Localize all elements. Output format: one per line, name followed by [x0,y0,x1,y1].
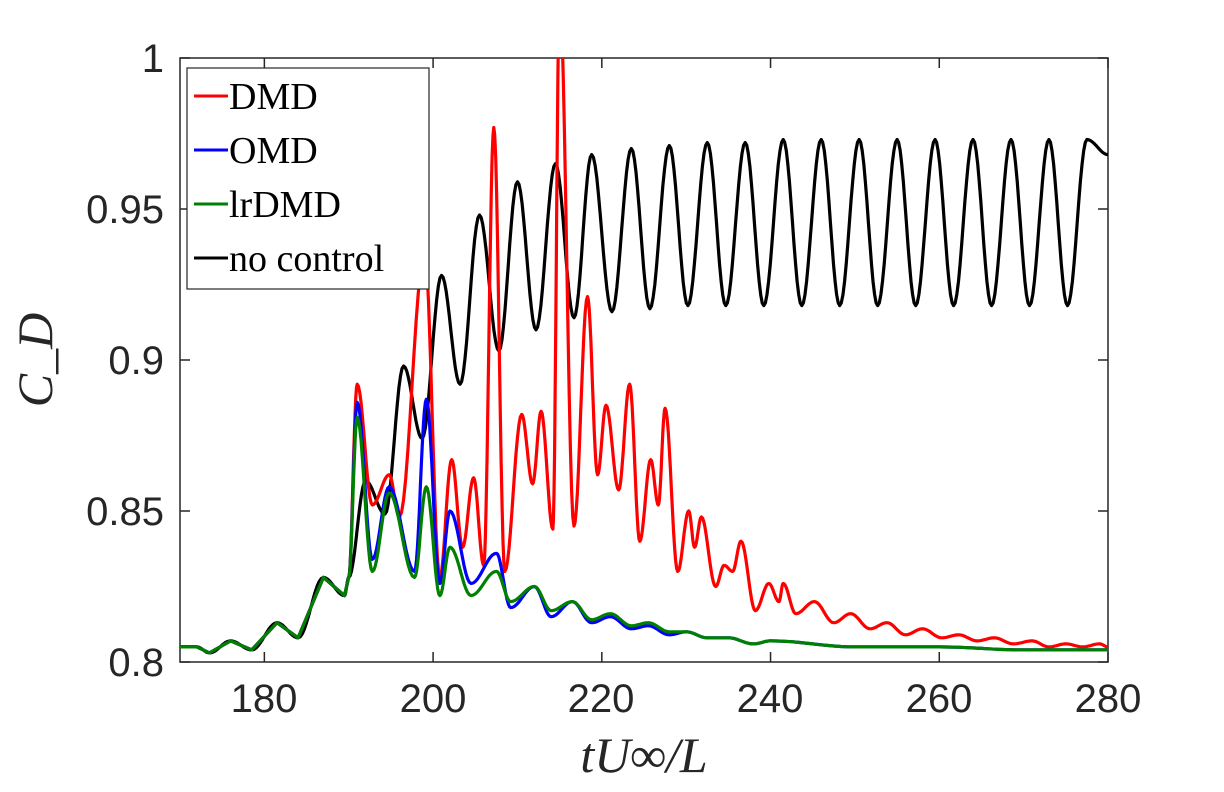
legend: DMD OMD lrDMD no control [186,67,430,290]
series-layer [180,58,1108,655]
x-tick-label: 260 [906,677,973,721]
legend-box [186,67,430,290]
y-tick-labels: 0.8 0.85 0.9 0.95 1 [86,37,164,685]
legend-label: OMD [229,130,318,172]
series-line-dmd [180,58,1108,655]
y-tick-label: 0.95 [86,188,164,232]
legend-label: no control [229,238,384,280]
x-tick-label: 180 [231,677,298,721]
y-tick-label: 1 [142,37,164,81]
x-tick-label: 280 [1075,677,1142,721]
series-line-lrdmd [180,415,1108,655]
axis-ticks [180,57,1109,663]
y-tick-label: 0.9 [108,339,164,383]
y-tick-label: 0.8 [108,641,164,685]
x-tick-labels: 180 200 220 240 260 280 [231,677,1142,721]
legend-label: DMD [229,76,318,118]
legend-item-omd: OMD [194,130,318,172]
x-tick-label: 200 [400,677,467,721]
y-axis-label: C_D [7,313,63,407]
x-axis-label: tU∞/L [580,727,707,783]
y-tick-label: 0.85 [86,490,164,534]
legend-item-no-control: no control [194,238,384,280]
legend-item-dmd: DMD [194,76,318,118]
x-tick-label: 240 [737,677,804,721]
x-tick-label: 220 [568,677,635,721]
legend-item-lrdmd: lrDMD [194,184,341,226]
legend-label: lrDMD [229,184,341,226]
